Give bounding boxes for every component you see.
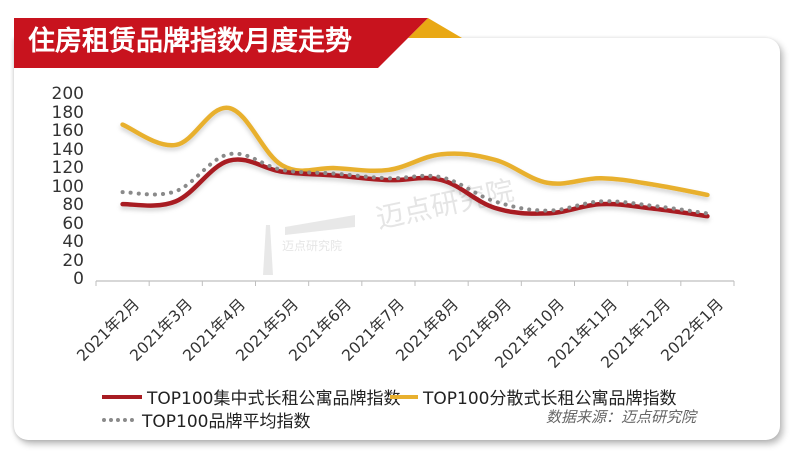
- legend-item-distributed: TOP100分散式长租公寓品牌指数: [390, 384, 676, 409]
- y-tick-label: 120: [51, 158, 84, 178]
- legend-dotted-line-icon: [102, 417, 134, 422]
- legend-red-line-icon: [102, 394, 142, 399]
- legend-label: TOP100品牌平均指数: [142, 412, 311, 432]
- y-tick-label: 180: [51, 102, 84, 123]
- y-tick-label: 60: [62, 213, 84, 234]
- series-line-distributed: [120, 105, 710, 198]
- legend-item-average: TOP100品牌平均指数: [102, 407, 310, 432]
- legend-item-centralized: TOP100集中式长租公寓品牌指数: [102, 384, 400, 409]
- legend-gold-line-icon: [390, 394, 418, 399]
- data-source-note: 数据来源：迈点研究院: [545, 408, 696, 426]
- y-tick-label: 140: [51, 139, 84, 160]
- y-tick-label: 80: [62, 195, 84, 215]
- page-title: 住房租赁品牌指数月度走势: [28, 26, 352, 57]
- title-banner: [14, 18, 462, 68]
- y-tick-label: 100: [51, 176, 84, 197]
- watermark-logo-text: 迈点研究院: [282, 239, 343, 253]
- watermark-logo-icon: [263, 215, 355, 275]
- y-tick-label: 160: [51, 121, 84, 141]
- y-tick-label: 20: [62, 250, 84, 271]
- banner-gold-flag: [408, 18, 462, 38]
- series-line-centralized: [120, 157, 710, 219]
- chart-card: [14, 38, 780, 440]
- legend-label: TOP100集中式长租公寓品牌指数: [147, 389, 401, 409]
- banner-red-ribbon: [14, 18, 428, 68]
- y-tick-label: 0: [73, 269, 84, 289]
- y-tick-label: 40: [62, 232, 84, 252]
- y-tick-label: 200: [51, 84, 84, 104]
- legend-label: TOP100分散式长租公寓品牌指数: [423, 389, 677, 409]
